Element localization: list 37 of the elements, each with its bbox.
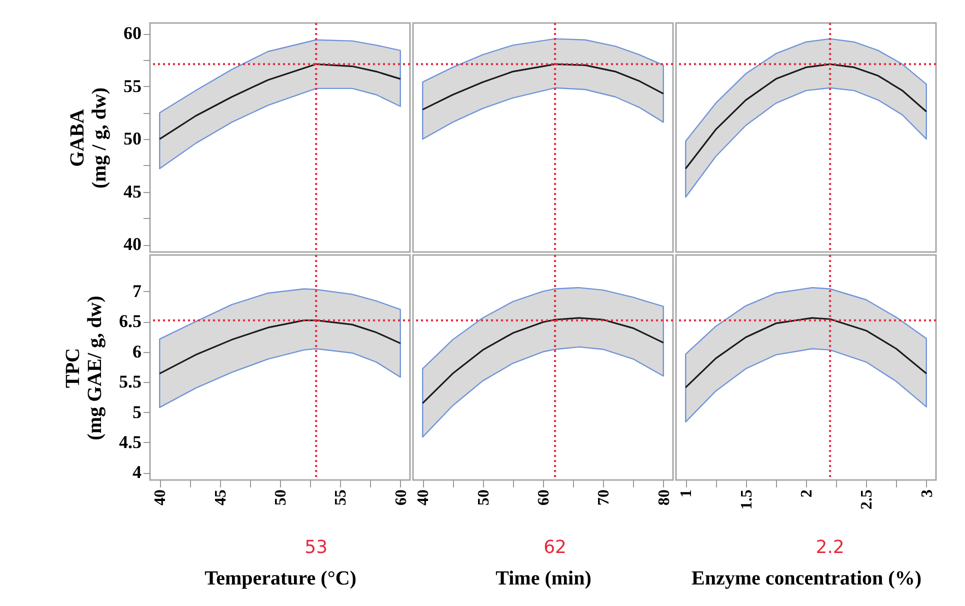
x-tick-label: 40 bbox=[152, 490, 170, 506]
x-tick-label: 70 bbox=[596, 490, 613, 506]
x-tick-label: 1 bbox=[678, 490, 696, 498]
y-tick-label: 4 bbox=[132, 462, 142, 482]
x-axis-title: Enzyme concentration (%) bbox=[692, 568, 922, 590]
y-tick-label: 5.5 bbox=[119, 372, 142, 392]
x-tick-label: 60 bbox=[536, 490, 552, 506]
x-axis-title: Temperature (°C) bbox=[204, 568, 356, 590]
y-tick-label: 55 bbox=[124, 76, 142, 96]
ref-line-label: 53 bbox=[304, 537, 328, 558]
y-axis-title: TPC (mg GAE/ g, dw) bbox=[62, 296, 106, 440]
x-tick-label: 40 bbox=[415, 490, 432, 506]
line-series bbox=[158, 320, 402, 374]
x-axis-title: Time (min) bbox=[496, 568, 592, 590]
y-tick-label: 7 bbox=[132, 280, 142, 301]
x-tick-label: 55 bbox=[332, 490, 350, 506]
y-axis-title: GABA (mg / g, dw) bbox=[66, 87, 110, 189]
x-tick-label: 45 bbox=[212, 490, 230, 506]
ref-line-label: 62 bbox=[544, 537, 566, 558]
x-tick-label: 50 bbox=[272, 490, 290, 506]
x-tick-label: 2 bbox=[798, 490, 816, 498]
x-tick-label: 60 bbox=[392, 490, 410, 506]
x-tick-label: 1.5 bbox=[738, 490, 756, 510]
x-tick-label: 2.5 bbox=[858, 490, 876, 510]
y-tick-label: 45 bbox=[124, 181, 142, 202]
x-tick-label: 3 bbox=[918, 490, 936, 498]
line-series bbox=[158, 63, 402, 140]
y-tick-label: 4.5 bbox=[119, 432, 142, 452]
x-tick-label: 80 bbox=[656, 490, 673, 506]
y-tick-label: 60 bbox=[124, 23, 142, 44]
y-tick-label: 50 bbox=[124, 128, 142, 149]
y-tick-label: 6.5 bbox=[119, 311, 142, 332]
ref-line-label: 2.2 bbox=[816, 537, 844, 558]
y-tick-label: 5 bbox=[132, 402, 142, 422]
y-tick-label: 6 bbox=[132, 341, 142, 362]
y-tick-label: 40 bbox=[124, 234, 142, 254]
x-tick-label: 50 bbox=[475, 490, 492, 506]
